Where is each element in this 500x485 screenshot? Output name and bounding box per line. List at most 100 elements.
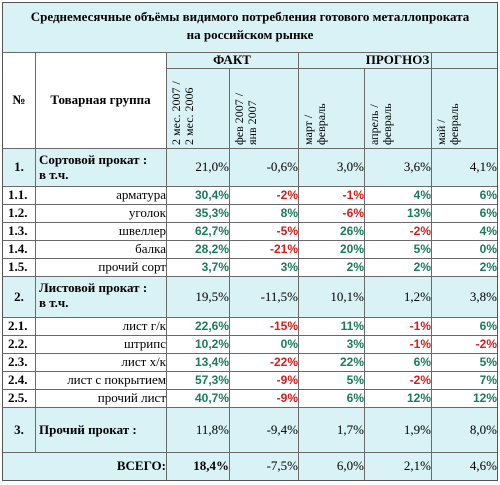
grid-line-h (3, 389, 497, 390)
item-value: 57,3% (194, 373, 229, 387)
item-value: 2% (346, 260, 364, 274)
item-value: 13,4% (194, 355, 229, 369)
item-value: 6% (413, 355, 431, 369)
detail-row-bg (3, 204, 497, 222)
item-number: 1.3. (8, 223, 28, 238)
grid-line-v (431, 452, 432, 480)
grid-line-v (229, 258, 230, 276)
grid-line-v (166, 148, 167, 186)
grid-line-v (35, 317, 36, 335)
item-name: арматура (116, 187, 166, 202)
item-value: -2% (276, 188, 298, 202)
grid-line-h (3, 222, 497, 223)
item-value: 40,7% (194, 391, 229, 405)
item-value: 10,2% (194, 337, 229, 351)
grid-line-v (364, 186, 365, 204)
grid-line-v (229, 317, 230, 335)
grid-line-v (298, 335, 299, 353)
item-value: -1% (409, 319, 431, 333)
grid-line-v (431, 186, 432, 204)
item-value: 7% (479, 373, 497, 387)
section-value: 1,9% (403, 421, 431, 437)
detail-row-bg (3, 353, 497, 371)
grid-line-h (3, 407, 497, 408)
section-name: Сортовой прокат :в т.ч. (39, 152, 164, 182)
detail-row-bg (3, 222, 497, 240)
grid-line-v (364, 353, 365, 371)
grid-line-v (364, 204, 365, 222)
grid-line-v (298, 240, 299, 258)
item-value: 28,2% (194, 242, 229, 256)
grid-line-v (431, 222, 432, 240)
item-value: 4% (479, 224, 497, 238)
grid-line-v (431, 335, 432, 353)
item-name: лист г/к (122, 318, 166, 333)
total-value: -7,5% (266, 458, 298, 473)
item-value: 6% (479, 188, 497, 202)
item-value: 22,6% (194, 319, 229, 333)
section-name: Листовой прокат :в т.ч. (39, 280, 164, 310)
grid-line-v (298, 371, 299, 389)
item-value: 4% (413, 188, 431, 202)
grid-line-h (3, 371, 497, 372)
item-value: 5% (413, 242, 431, 256)
detail-row-bg (3, 389, 497, 407)
grid-line-v (35, 52, 36, 148)
item-value: 5% (479, 355, 497, 369)
grid-line-v (298, 52, 299, 148)
item-name: прочий лист (97, 390, 166, 405)
grid-line-v (229, 335, 230, 353)
section-value: 21,0% (195, 159, 229, 174)
grid-line-v (166, 335, 167, 353)
grid-line-v (35, 204, 36, 222)
item-name: уголок (128, 205, 166, 220)
column-header: 2 мес. 2007 /2 мес. 2006 (169, 71, 227, 145)
section-value: 19,5% (195, 288, 229, 304)
grid-line-v (35, 258, 36, 276)
grid-line-v (229, 68, 230, 148)
item-value: 12% (406, 391, 431, 405)
item-value: 3% (280, 260, 298, 274)
grid-line-h (3, 52, 497, 53)
item-name: лист х/к (121, 354, 166, 369)
column-header: май / февраль (434, 71, 495, 145)
grid-line-v (431, 353, 432, 371)
grid-line-v (229, 371, 230, 389)
grid-line-v (364, 222, 365, 240)
grid-line-v (431, 317, 432, 335)
grid-line-v (364, 389, 365, 407)
item-value: 6% (479, 319, 497, 333)
item-number: 1.4. (8, 241, 28, 256)
grid-line-v (431, 52, 432, 148)
item-value: -2% (409, 224, 431, 238)
grid-line-h (166, 68, 497, 69)
grid-line-v (229, 389, 230, 407)
grid-line-v (166, 371, 167, 389)
grid-line-v (431, 148, 432, 186)
grid-line-v (364, 240, 365, 258)
table-title: Среднемесячные объёмы видимого потреблен… (3, 3, 497, 51)
detail-row-bg (3, 335, 497, 353)
section-subtitle: в т.ч. (39, 295, 69, 310)
column-header-line: февраль (447, 103, 461, 145)
section-number: 2. (14, 288, 24, 304)
item-value: 22% (339, 355, 364, 369)
detail-row-bg (3, 258, 497, 276)
grid-line-v (35, 335, 36, 353)
grid-line-v (364, 258, 365, 276)
grid-line-v (298, 276, 299, 317)
item-value: -1% (342, 188, 364, 202)
grid-line-v (166, 317, 167, 335)
item-number: 2.2. (8, 336, 28, 351)
grid-line-v (166, 276, 167, 317)
column-header-line: 2 мес. 2006 (182, 87, 196, 145)
grid-line-v (166, 407, 167, 452)
grid-line-v (166, 186, 167, 204)
grid-line-v (364, 68, 365, 148)
column-header: март / февраль (301, 71, 362, 145)
grid-line-v (166, 204, 167, 222)
item-value: -2% (409, 373, 431, 387)
grid-line-v (35, 276, 36, 317)
item-value: 20% (339, 242, 364, 256)
item-value: -1% (409, 337, 431, 351)
